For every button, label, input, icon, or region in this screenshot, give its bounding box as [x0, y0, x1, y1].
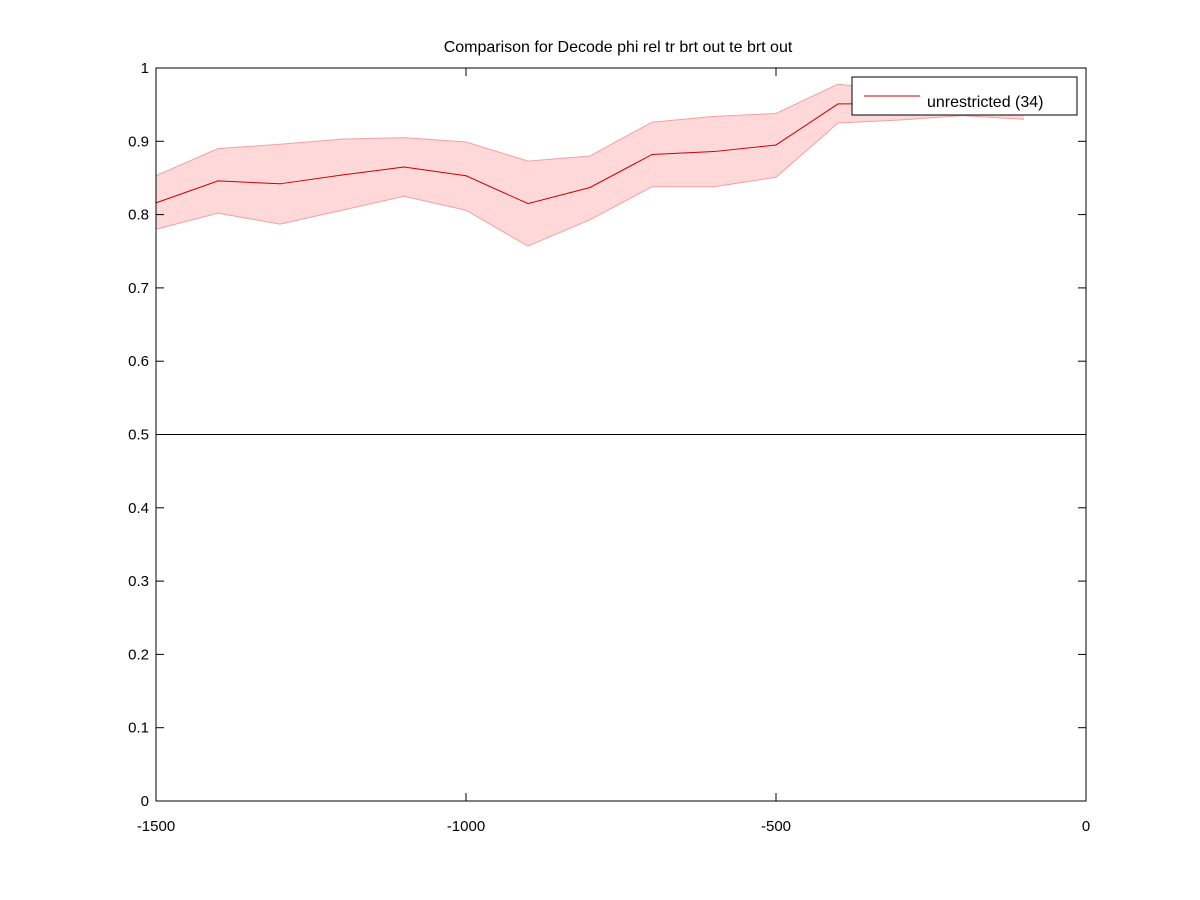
y-tick-label: 1	[141, 60, 149, 77]
data-point	[589, 186, 591, 189]
plot-area: -1500 -1000 -500 0 0 0.1 0.2 0.3 0.4 0.5 0.6 0.7 0.…	[128, 60, 1090, 835]
band-lower-edge	[155, 115, 1025, 247]
x-tick-label: 0	[1082, 818, 1090, 835]
x-axis-ticks: -1500 -1000 -500 0	[137, 68, 1090, 835]
data-point	[527, 203, 529, 205]
data-point	[713, 150, 715, 153]
data-point	[651, 153, 653, 156]
y-tick-label: 0	[141, 793, 149, 810]
y-tick-label: 0.7	[128, 280, 149, 297]
y-tick-label: 0.4	[128, 500, 149, 517]
legend-label-unrestricted: unrestricted (34)	[927, 94, 1044, 111]
data-point	[279, 183, 281, 185]
x-tick-label: -1500	[137, 818, 175, 835]
y-axis-ticks: 0 0.1 0.2 0.3 0.4 0.5 0.6 0.7 0.8 0.9 1	[128, 60, 1086, 810]
data-point	[403, 166, 405, 168]
data-point	[775, 144, 777, 146]
y-tick-label: 0.3	[128, 573, 149, 590]
x-tick-label: -1000	[447, 818, 485, 835]
y-tick-label: 0.9	[128, 133, 149, 150]
y-tick-label: 0.8	[128, 207, 149, 224]
y-tick-label: 0.5	[128, 427, 149, 444]
y-tick-label: 0.2	[128, 646, 149, 663]
data-point	[341, 174, 343, 176]
y-tick-label: 0.1	[128, 720, 149, 737]
data-point	[465, 175, 467, 177]
legend-box	[851, 76, 1078, 116]
data-point	[837, 103, 839, 105]
legend: unrestricted (34)	[851, 76, 1078, 116]
y-tick-label: 0.6	[128, 353, 149, 370]
x-tick-label: -500	[761, 818, 791, 835]
data-point	[217, 180, 219, 182]
chart-title: Comparison for Decode phi rel tr brt out…	[444, 39, 793, 56]
